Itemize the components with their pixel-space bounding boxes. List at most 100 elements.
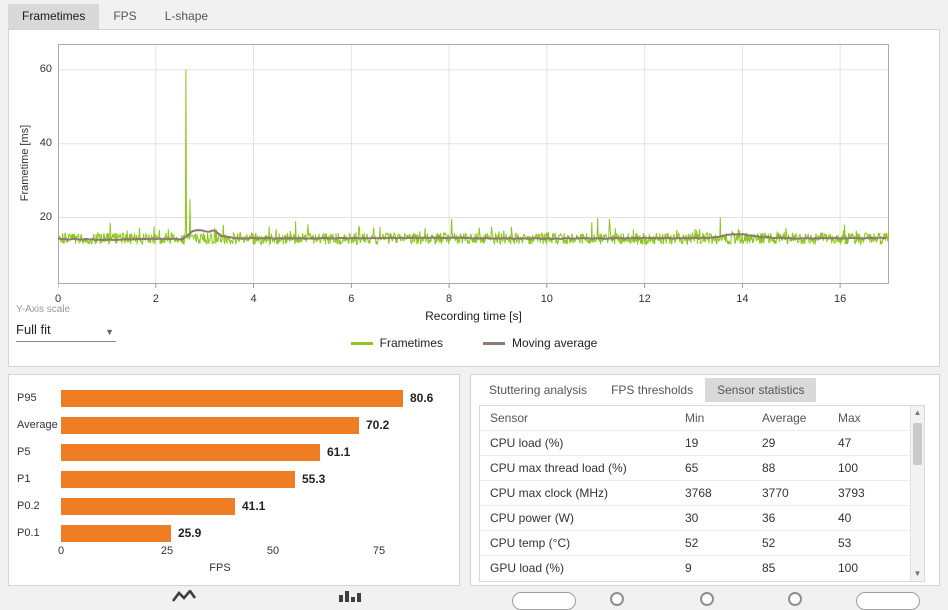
- sensor-value: 88: [762, 461, 776, 475]
- tab-sensor-statistics[interactable]: Sensor statistics: [705, 378, 817, 402]
- sensor-name: CPU temp (°C): [490, 536, 571, 550]
- x-tick-label: 4: [250, 293, 257, 305]
- bar-value-label: 55.3: [302, 472, 326, 486]
- percentile-bar-row: P1 55.3: [17, 470, 325, 488]
- fps-percentile-bar: [61, 497, 235, 515]
- cutoff-button[interactable]: [512, 592, 576, 610]
- fps-percentile-bar: [61, 524, 171, 542]
- cutoff-radio-button[interactable]: [610, 592, 624, 606]
- sensor-table-header: Sensor Min Average Max: [480, 406, 924, 430]
- legend-label-moving-average: Moving average: [511, 336, 598, 350]
- percentile-bar-row: P0.1 25.9: [17, 524, 201, 542]
- x-tick-label: 12: [638, 293, 651, 305]
- analysis-panel: Stuttering analysis FPS thresholds Senso…: [470, 374, 940, 586]
- x-tick-label: 0: [54, 293, 62, 305]
- sensor-value: 100: [838, 561, 859, 575]
- x-tick-label: 6: [348, 293, 355, 305]
- cutoff-radio-button[interactable]: [700, 592, 714, 606]
- line-chart-icon[interactable]: [172, 590, 196, 602]
- cutoff-button[interactable]: [856, 592, 920, 610]
- sensor-value: 29: [762, 436, 776, 450]
- bar-x-tick-label: 0: [57, 545, 65, 557]
- bar-value-label: 80.6: [410, 391, 434, 405]
- x-tick-label: 16: [833, 293, 847, 305]
- sensor-value: 85: [762, 561, 776, 575]
- sensor-value: 3770: [762, 486, 789, 500]
- y-tick-label: 40: [39, 136, 52, 149]
- x-tick-label: 8: [445, 293, 453, 305]
- sensor-row: CPU temp (°C) 52 52 53: [480, 530, 924, 555]
- sensor-row: CPU max thread load (%) 65 88 100: [480, 455, 924, 480]
- y-tick-label: 20: [39, 210, 52, 223]
- sensor-value: 40: [838, 511, 852, 525]
- scrollbar-thumb[interactable]: [913, 423, 922, 465]
- bar-category-label: Average: [17, 419, 58, 431]
- bar-chart-x-label: FPS: [209, 562, 231, 574]
- bar-x-tick-label: 75: [372, 545, 386, 557]
- y-axis-label: Frametime [ms]: [19, 124, 31, 202]
- y-tick-label: 60: [39, 62, 52, 75]
- bar-category-label: P0.2: [17, 500, 40, 512]
- table-scrollbar[interactable]: ▲ ▼: [910, 406, 924, 581]
- bar-x-tick-label: 50: [266, 545, 280, 557]
- cutoff-radio-button[interactable]: [788, 592, 802, 606]
- bar-chart-icon[interactable]: [338, 590, 362, 602]
- sensor-value: 3793: [838, 486, 865, 500]
- x-tick-label: 2: [152, 293, 159, 305]
- tab-fps[interactable]: FPS: [113, 9, 137, 23]
- bar-category-label: P0.1: [17, 527, 40, 539]
- sensor-table: Sensor Min Average Max CPU load (%) 19 29 47 CPU…: [479, 405, 925, 582]
- y-axis-scale-value: Full fit: [16, 322, 51, 337]
- fps-percentile-bar: [61, 416, 359, 434]
- frametime-chart-panel: 20 40 60 0 2 4 6 8 10 12 14 16 Frametime [ms] Reco…: [8, 29, 940, 367]
- chart-type-tabs: Frametimes FPS L-shape: [8, 4, 222, 29]
- sensor-name: CPU load (%): [490, 436, 564, 450]
- sensor-value: 47: [838, 436, 852, 450]
- fps-percentiles-panel: P95 80.6 Average 70.2 P5 61.1 P1 55.3 P0.2 41.1 P0…: [8, 374, 460, 586]
- analysis-tabs: Stuttering analysis FPS thresholds Senso…: [477, 378, 817, 402]
- bar-category-label: P95: [17, 392, 37, 404]
- bar-category-label: P5: [17, 446, 31, 458]
- bar-x-tick-label: 25: [160, 545, 174, 557]
- frametime-plot-svg[interactable]: [57, 44, 890, 290]
- percentile-bar-row: P0.2 41.1: [17, 497, 265, 515]
- y-axis-scale-dropdown[interactable]: Full fit ▼: [16, 320, 116, 342]
- sensor-name: GPU load (%): [490, 561, 565, 575]
- sensor-value: 30: [685, 511, 699, 525]
- sensor-row: CPU power (W) 30 36 40: [480, 505, 924, 530]
- scroll-up-icon[interactable]: ▲: [913, 408, 922, 417]
- sensor-value: 100: [838, 461, 859, 475]
- bar-value-label: 61.1: [327, 445, 351, 459]
- sensor-row: CPU max clock (MHz) 3768 3770 3793: [480, 480, 924, 505]
- percentile-bar-row: Average 70.2: [17, 416, 389, 434]
- sensor-name: CPU power (W): [490, 511, 575, 525]
- percentile-bar-row: P95 80.6: [17, 389, 433, 407]
- tab-frametimes[interactable]: Frametimes: [8, 4, 100, 29]
- sensor-table-rows: Sensor Min Average Max CPU load (%) 19 29 47 CPU…: [480, 406, 924, 580]
- tab-l-shape[interactable]: L-shape: [164, 9, 209, 23]
- sensor-value: 3768: [685, 486, 712, 500]
- x-tick-label: 14: [736, 293, 749, 305]
- frametime-line-chart[interactable]: [57, 44, 890, 290]
- sensor-name: CPU max clock (MHz): [490, 486, 609, 500]
- sensor-row: CPU load (%) 19 29 47: [480, 430, 924, 455]
- column-header[interactable]: Sensor: [490, 411, 529, 425]
- column-header[interactable]: Max: [838, 411, 861, 425]
- scroll-down-icon[interactable]: ▼: [913, 569, 922, 578]
- sensor-value: 19: [685, 436, 699, 450]
- fps-percentile-bar: [61, 389, 403, 407]
- legend-label-frametimes: Frametimes: [379, 336, 443, 350]
- fps-percentile-bar: [61, 470, 295, 488]
- tab-stuttering-analysis[interactable]: Stuttering analysis: [489, 383, 588, 397]
- bar-value-label: 70.2: [366, 418, 390, 432]
- sensor-row: GPU load (%) 9 85 100: [480, 555, 924, 580]
- tab-fps-thresholds[interactable]: FPS thresholds: [611, 383, 694, 397]
- chevron-down-icon: ▼: [105, 327, 114, 337]
- column-header[interactable]: Average: [762, 411, 807, 425]
- bar-category-label: P1: [17, 473, 31, 485]
- fps-percentile-bar: [61, 443, 320, 461]
- percentile-bar-row: P5 61.1: [17, 443, 350, 461]
- sensor-value: 36: [762, 511, 776, 525]
- sensor-name: CPU max thread load (%): [490, 461, 627, 475]
- column-header[interactable]: Min: [685, 411, 705, 425]
